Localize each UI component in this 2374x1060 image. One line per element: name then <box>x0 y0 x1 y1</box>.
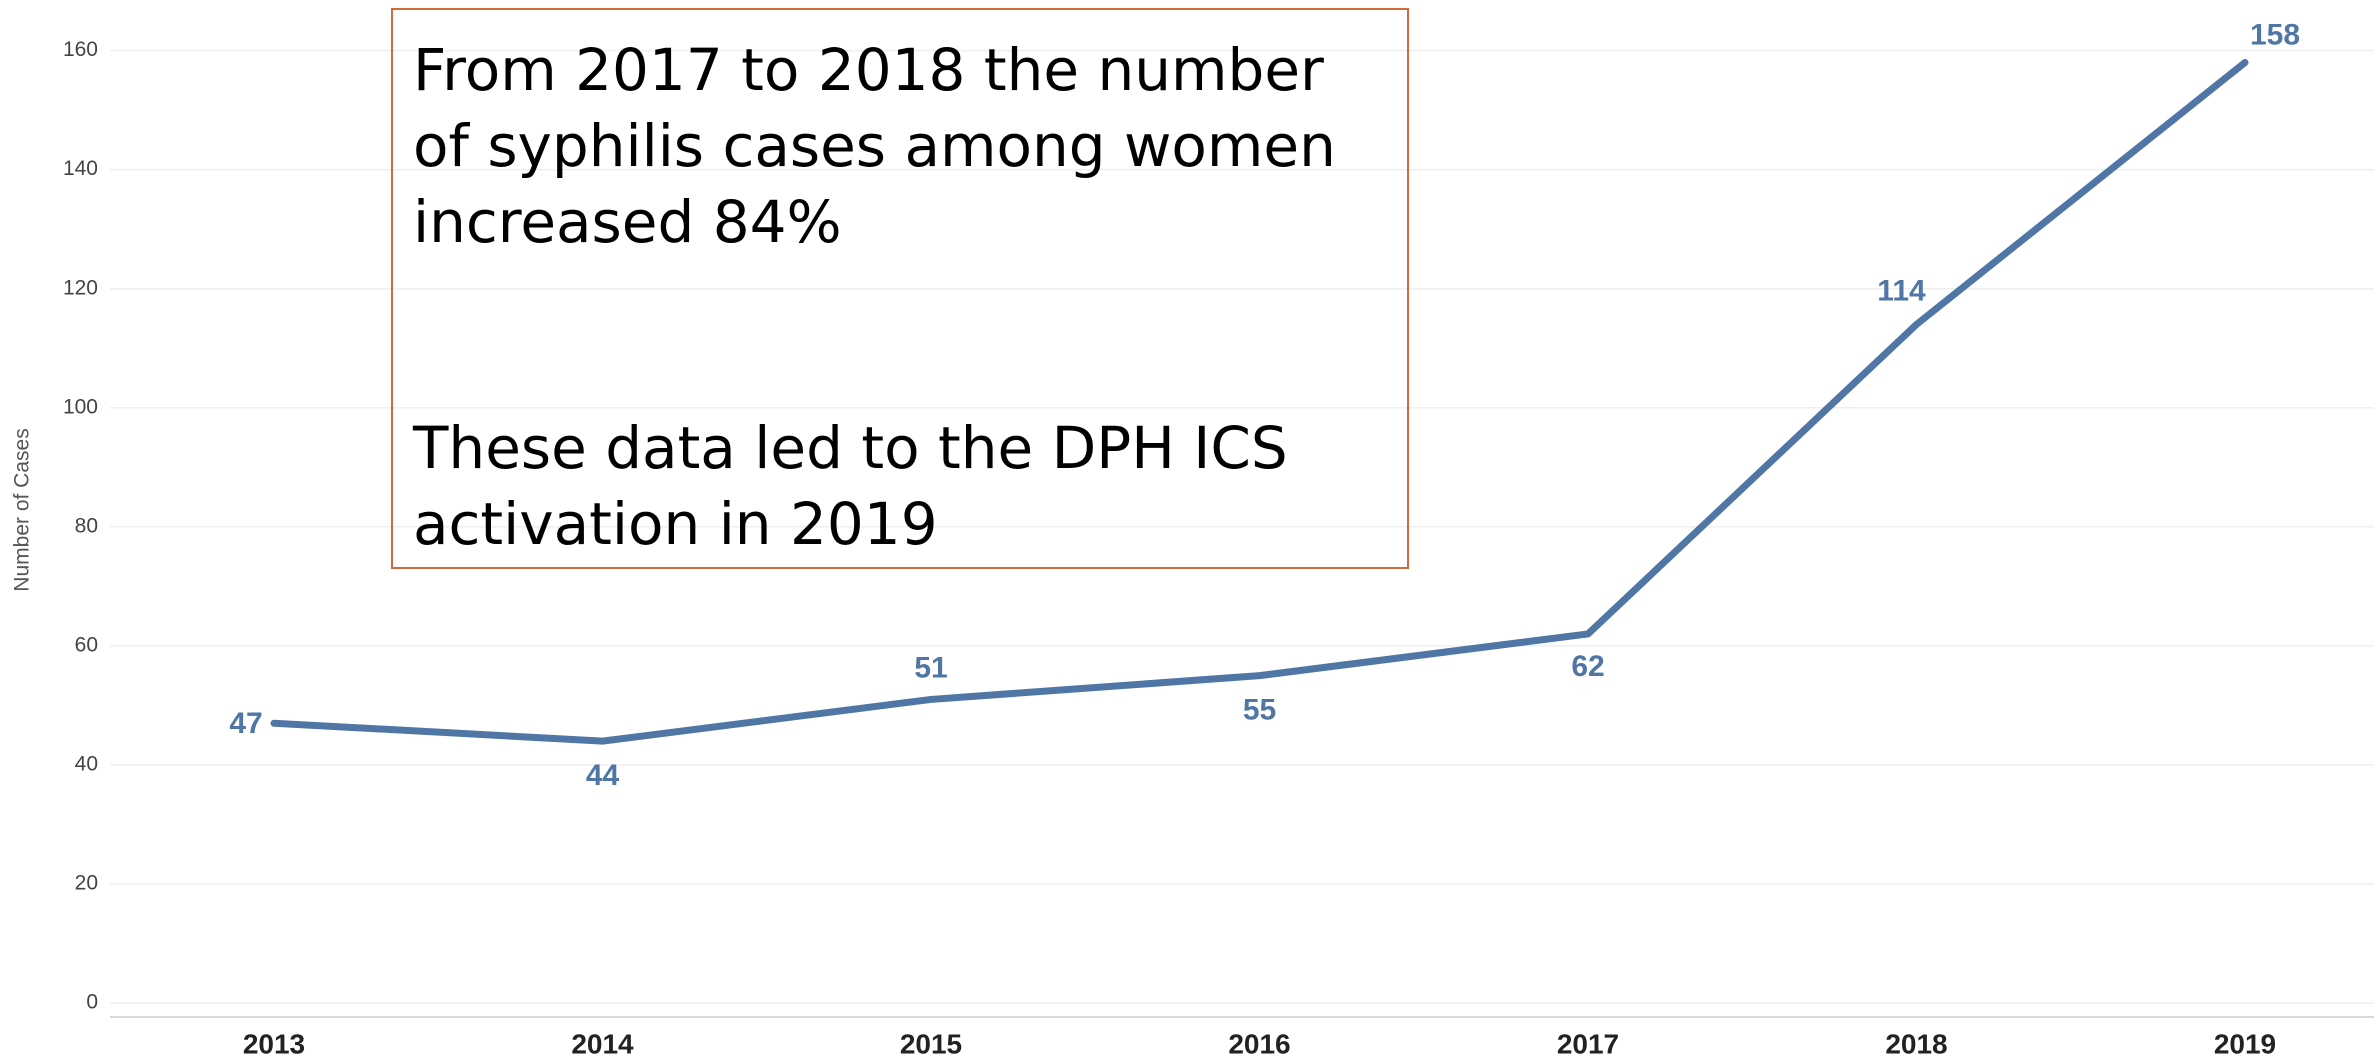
line <box>270 59 2249 745</box>
y-tick-label: 40 <box>75 752 98 775</box>
x-tick-label: 2018 <box>1885 1028 1947 1059</box>
x-tick-label: 2014 <box>571 1028 634 1059</box>
x-tick-label: 2016 <box>1228 1028 1290 1059</box>
y-tick-label: 140 <box>63 157 98 180</box>
y-tick-label: 120 <box>63 276 98 299</box>
y-tick-label: 20 <box>75 871 98 894</box>
data-label: 158 <box>2250 18 2300 51</box>
y-tick-label: 0 <box>86 991 98 1014</box>
annotation: From 2017 to 2018 the number of syphilis… <box>413 36 1336 256</box>
x-tick-label: 2015 <box>900 1028 962 1059</box>
x-tick-label: 2019 <box>2214 1028 2276 1059</box>
annotation: These data led to the DPH ICS activation… <box>413 414 1288 558</box>
annotation-box: From 2017 to 2018 the number of syphilis… <box>391 8 1409 569</box>
x-tick-label: 2017 <box>1557 1028 1619 1059</box>
y-tick-label: 80 <box>75 514 98 537</box>
data-label: 47 <box>229 707 262 740</box>
data-label: 55 <box>1243 694 1276 727</box>
y-tick-label: 60 <box>75 633 98 656</box>
data-label: 114 <box>1877 274 1926 307</box>
y-tick-label: 100 <box>63 395 98 418</box>
data-label: 44 <box>586 759 620 792</box>
data-label: 62 <box>1571 650 1604 683</box>
y-axis-label: Number of Cases <box>11 428 34 591</box>
data-label: 51 <box>914 651 947 684</box>
y-tick-label: 160 <box>63 38 98 61</box>
x-tick-label: 2013 <box>243 1028 305 1059</box>
